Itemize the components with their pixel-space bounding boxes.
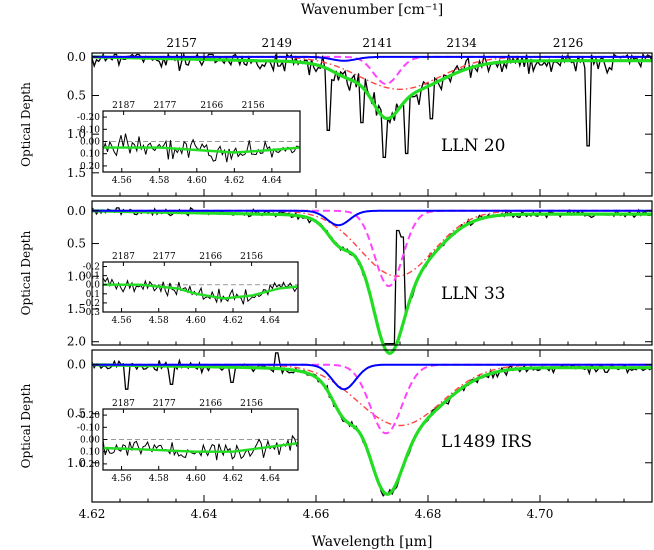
inset-x-tick-label: 4.58 bbox=[149, 176, 169, 186]
top-tick-label: 2157 bbox=[166, 36, 197, 50]
y-tick-label: 1.0 bbox=[67, 127, 86, 141]
inset-observed-spectrum bbox=[102, 434, 298, 461]
inset-y-tick-label: -0.10 bbox=[77, 125, 100, 135]
inset-x-tick-label: 4.60 bbox=[186, 316, 206, 326]
top-tick-label: 2141 bbox=[362, 36, 393, 50]
panel-1: 2157 2149 2141 2134 2126 0.0 0.5 1.0 1.5 Optical … bbox=[19, 36, 653, 197]
inset-x-tick-label: 4.56 bbox=[112, 316, 132, 326]
y-axis-title: Optical Depth bbox=[19, 82, 33, 167]
y-tick-label: 0.0 bbox=[67, 204, 86, 218]
blue-component-curve bbox=[92, 209, 652, 227]
inset-x-tick-label: 4.56 bbox=[112, 474, 132, 484]
x-tick-label: 4.64 bbox=[191, 507, 218, 521]
y-axis-title: Optical Depth bbox=[19, 383, 33, 468]
y-tick-label: 1.0 bbox=[67, 456, 86, 470]
inset-x-tick-label: 4.60 bbox=[186, 474, 206, 484]
inset-y-tick-label: 0.20 bbox=[80, 162, 100, 172]
x-tick-label: 4.70 bbox=[527, 507, 554, 521]
inset-3: 4.56 4.58 4.60 4.62 4.64 2187 2177 2166 2156 -0.2… bbox=[77, 399, 299, 484]
inset-fit-curve bbox=[103, 146, 301, 154]
x-axis-title: Wavelength [μm] bbox=[312, 534, 433, 550]
inset-top-tick-label: 2187 bbox=[112, 252, 135, 262]
inset-y-tick-label: 0.2 bbox=[86, 299, 100, 309]
inset-top-tick-label: 2166 bbox=[199, 399, 222, 409]
inset-frame bbox=[102, 261, 299, 313]
panel-source-label: LLN 33 bbox=[441, 284, 506, 304]
inset-observed-spectrum bbox=[102, 276, 298, 305]
top-tick-label: 2126 bbox=[553, 36, 584, 50]
inset-y-tick-label: -0.10 bbox=[77, 423, 100, 433]
top-axis-title: Wavenumber [cm⁻¹] bbox=[301, 2, 443, 18]
inset-top-tick-label: 2156 bbox=[240, 399, 263, 409]
inset-x-tick-label: 4.58 bbox=[149, 474, 169, 484]
inset-x-tick-label: 4.62 bbox=[224, 176, 244, 186]
y-tick-label: 1.5 bbox=[67, 166, 86, 180]
inset-x-tick-label: 4.64 bbox=[262, 176, 282, 186]
observed-spectrum bbox=[91, 51, 653, 159]
blue-component-curve bbox=[92, 55, 652, 62]
y-tick-label: 1.0 bbox=[67, 269, 86, 283]
x-tick-label: 4.68 bbox=[415, 507, 442, 521]
inset-x-tick-label: 4.62 bbox=[223, 474, 243, 484]
y-tick-label: 0.0 bbox=[67, 358, 86, 372]
total-fit-curve bbox=[92, 363, 652, 496]
inset-x-tick-label: 4.62 bbox=[223, 316, 243, 326]
inset-top-tick-label: 2156 bbox=[240, 252, 263, 262]
inset-1: 4.56 4.58 4.60 4.62 4.64 2187 2177 2166 2156 -0.2… bbox=[77, 101, 301, 186]
panels-group: 2157 2149 2141 2134 2126 0.0 0.5 1.0 1.5 Optical … bbox=[19, 36, 653, 521]
inset-top-tick-label: 2166 bbox=[199, 252, 222, 262]
panel-source-label: L1489 IRS bbox=[441, 432, 532, 452]
inset-fit-curve bbox=[102, 442, 299, 453]
inset-y-tick-label: 0.20 bbox=[80, 460, 100, 470]
inset-top-tick-label: 2187 bbox=[112, 101, 135, 111]
y-tick-label: 0.5 bbox=[67, 237, 86, 251]
panel-3: 4.62 4.64 4.66 4.68 4.70 0.0 0.5 1.0 Optical Dep… bbox=[19, 349, 653, 521]
inset-y-tick-label: 0.1 bbox=[86, 290, 100, 300]
inset-top-tick-label: 2166 bbox=[200, 101, 223, 111]
total-fit-curve bbox=[92, 55, 652, 121]
inset-x-tick-label: 4.58 bbox=[149, 316, 169, 326]
total-fit-curve bbox=[92, 209, 652, 355]
inset-x-tick-label: 4.56 bbox=[112, 176, 132, 186]
inset-x-tick-label: 4.60 bbox=[187, 176, 207, 186]
inset-top-tick-label: 2187 bbox=[112, 399, 135, 409]
y-axis-title: Optical Depth bbox=[19, 230, 33, 315]
y-tick-label: 0.5 bbox=[67, 407, 86, 421]
inset-x-tick-label: 4.64 bbox=[260, 474, 280, 484]
inset-y-tick-label: 0.10 bbox=[80, 150, 100, 160]
inset-y-tick-label: 0.00 bbox=[80, 436, 100, 446]
blue-component-curve bbox=[92, 363, 652, 391]
inset-y-tick-label: -0.1 bbox=[83, 272, 100, 282]
inset-fit-curve bbox=[103, 283, 299, 300]
x-tick-label: 4.62 bbox=[79, 507, 106, 521]
inset-y-tick-label: 0.00 bbox=[80, 138, 100, 148]
top-tick-label: 2134 bbox=[446, 36, 477, 50]
top-tick-label: 2149 bbox=[262, 36, 293, 50]
y-tick-label: 2.0 bbox=[67, 335, 86, 349]
inset-y-tick-label: -0.20 bbox=[77, 411, 100, 421]
y-tick-label: 1.5 bbox=[67, 302, 86, 316]
inset-x-tick-label: 4.64 bbox=[260, 316, 280, 326]
inset-y-tick-label: -0.20 bbox=[77, 113, 100, 123]
red-component-curve bbox=[92, 210, 652, 277]
y-tick-label: 0.0 bbox=[67, 50, 86, 64]
inset-top-tick-label: 2156 bbox=[242, 101, 265, 111]
inset-y-tick-label: 0.10 bbox=[80, 448, 100, 458]
inset-y-tick-label: 0.3 bbox=[86, 308, 101, 318]
x-tick-label: 4.66 bbox=[303, 507, 330, 521]
inset-top-tick-label: 2177 bbox=[153, 252, 176, 262]
inset-y-tick-label: 0.0 bbox=[86, 281, 101, 291]
inset-top-tick-label: 2177 bbox=[153, 399, 176, 409]
inset-background bbox=[103, 262, 298, 312]
panel-source-label: LLN 20 bbox=[441, 136, 506, 156]
inset-top-tick-label: 2177 bbox=[153, 101, 176, 111]
y-tick-label: 0.5 bbox=[67, 89, 86, 103]
inset-y-tick-label: -0.2 bbox=[83, 263, 100, 273]
inset-2: 4.56 4.58 4.60 4.62 4.64 2187 2177 2166 2156 -0.2… bbox=[83, 252, 299, 326]
